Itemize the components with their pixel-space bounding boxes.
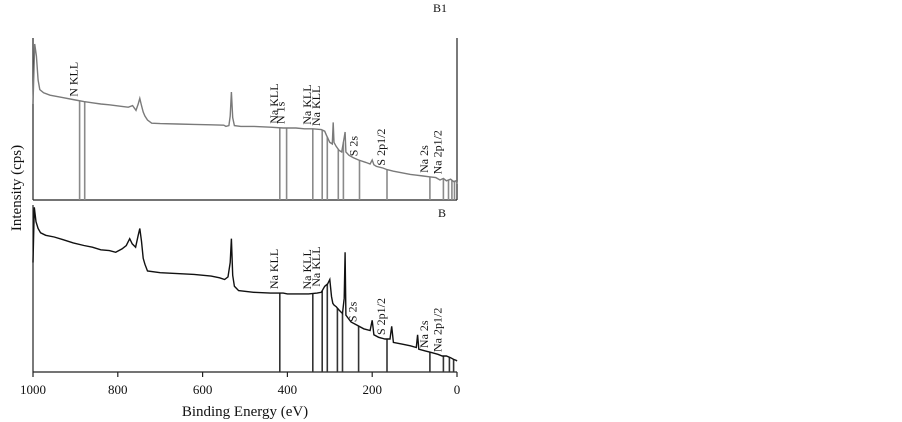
- peak-label-b: Na KLL: [267, 249, 281, 289]
- x-tick-label: 200: [362, 382, 382, 397]
- panel-label-b1: B1: [433, 1, 447, 15]
- peak-label-b1: Na KLL: [309, 86, 323, 126]
- y-axis-title: Intensity (cps): [9, 145, 25, 231]
- peak-label-b1: S 2s: [347, 136, 361, 157]
- x-tick-label: 800: [108, 382, 128, 397]
- peak-label-b: S 2p1/2: [374, 298, 388, 335]
- x-axis-title: Binding Energy (eV): [182, 404, 308, 420]
- x-tick-label: 600: [193, 382, 213, 397]
- peak-label-b: S 2s: [346, 301, 360, 322]
- x-tick-label: 1000: [20, 382, 46, 397]
- peak-label-b1: N KLL: [67, 62, 81, 97]
- peak-label-b: Na 2p1/2: [430, 308, 444, 352]
- peak-label-b1: Na 2s: [417, 145, 431, 173]
- peak-label-b1: N 1s: [274, 101, 288, 124]
- peak-label-b1: Na KLL: [267, 83, 281, 123]
- x-tick-label: 0: [454, 382, 461, 397]
- x-tick-label: 400: [278, 382, 298, 397]
- spectrum-line-b: [32, 207, 458, 362]
- x-axis-ticks: 1000 800 600 400 200 0: [20, 372, 460, 397]
- peak-label-b1: Na 2p1/2: [430, 130, 444, 174]
- peak-label-b: Na 2s: [417, 320, 431, 348]
- spectrum-line-b1: [32, 43, 458, 185]
- peak-label-b: Na KLL: [300, 249, 314, 289]
- bottom-panel-peak-markers: [278, 284, 455, 372]
- peak-label-b1: Na KLL: [300, 84, 314, 124]
- panel-label-b: B: [438, 206, 446, 220]
- peak-label-b: Na KLL: [309, 246, 323, 286]
- peak-label-b1: S 2p1/2: [374, 129, 388, 166]
- top-panel-peak-markers: [78, 100, 456, 200]
